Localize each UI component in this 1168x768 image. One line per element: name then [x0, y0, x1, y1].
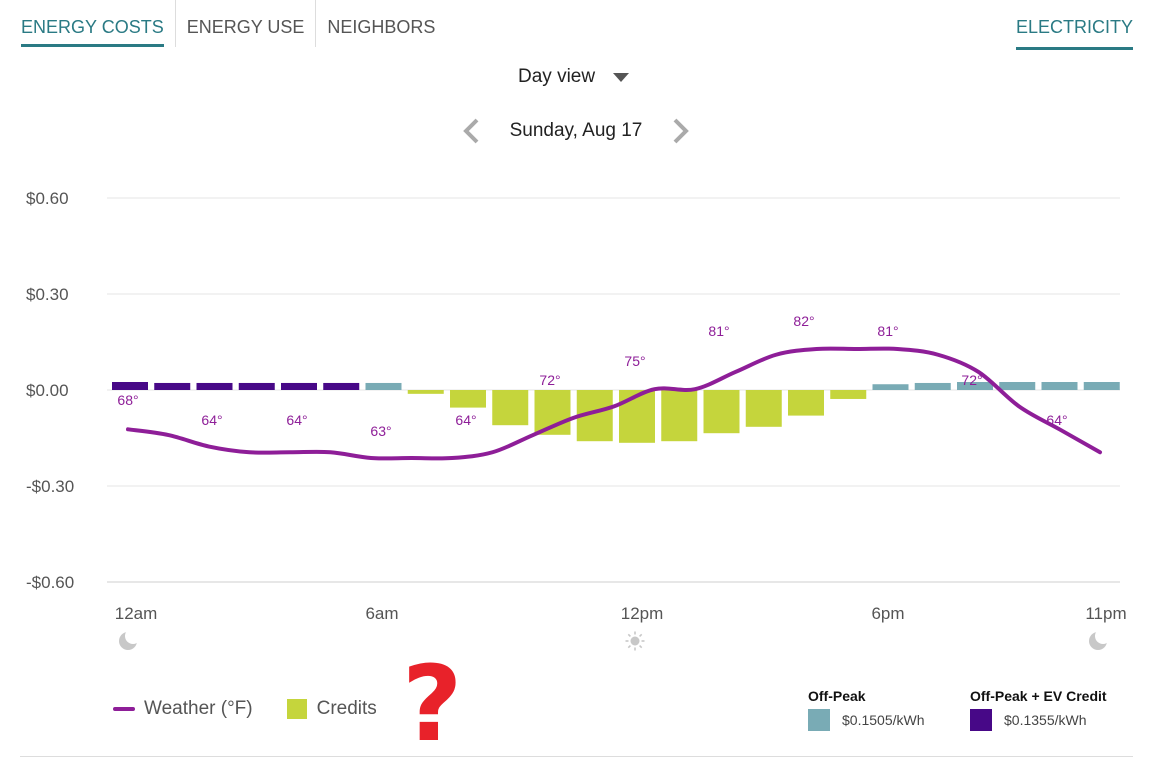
x-tick-label: 11pm [1085, 604, 1126, 623]
bar-hour-7 [407, 390, 444, 394]
bottom-divider [20, 756, 1133, 757]
x-tick-label: 12pm [621, 604, 664, 623]
temperature-label: 81° [708, 323, 729, 339]
bar-hour-19 [914, 382, 951, 390]
bar-hour-2 [196, 382, 233, 390]
temperature-label: 81° [877, 323, 898, 339]
bar-hour-5 [323, 382, 360, 390]
x-tick-label: 12am [115, 604, 158, 623]
bar-hour-18 [872, 384, 909, 390]
rate-ev-credit-swatch [970, 709, 992, 731]
x-tick-label: 6am [365, 604, 398, 623]
temperature-label: 68° [117, 392, 138, 408]
bar-hour-21 [999, 382, 1036, 390]
y-tick-label: $0.30 [26, 285, 69, 304]
bar-hour-0 [112, 382, 148, 390]
temperature-label: 75° [624, 353, 645, 369]
temperature-label: 64° [1046, 412, 1067, 428]
legend-credits: Credits [286, 698, 377, 720]
question-mark-annotation: ? [402, 643, 463, 765]
bar-hour-13 [661, 390, 698, 442]
legend-credits-label: Credits [316, 698, 377, 719]
rate-off-peak-swatch [808, 709, 830, 731]
bar-hour-3 [238, 382, 275, 390]
credits-swatch [286, 699, 307, 719]
y-tick-label: -$0.60 [26, 573, 74, 592]
bar-hour-23 [1083, 382, 1120, 390]
bar-hour-8 [450, 390, 486, 408]
view-select-dropdown[interactable]: Day view [518, 66, 630, 88]
bar-hour-17 [830, 390, 867, 399]
chevron-right-icon [673, 118, 689, 144]
bar-hour-6 [365, 382, 402, 390]
temperature-label: 72° [539, 372, 560, 388]
energy-cost-chart: $0.60 $0.30 $0.00 -$0.30 -$0.60 68° 64° 64° 63° 6… [26, 189, 1127, 651]
tab-energy-use[interactable]: ENERGY USE [174, 0, 316, 47]
rate-ev-credit: Off-Peak + EV Credit $0.1355/kWh [970, 688, 1107, 731]
previous-day-button[interactable] [460, 118, 484, 144]
rate-off-peak-value: $0.1505/kWh [842, 712, 925, 728]
temperature-label: 63° [370, 423, 391, 439]
tab-energy-costs[interactable]: ENERGY COSTS [20, 0, 175, 47]
rate-off-peak-title: Off-Peak [808, 688, 866, 704]
legend-weather-label: Weather (°F) [144, 698, 253, 719]
sun-icon [625, 631, 645, 651]
rate-ev-credit-value: $0.1355/kWh [1004, 712, 1087, 728]
y-tick-label: $0.00 [26, 381, 69, 400]
bar-hour-1 [154, 382, 191, 390]
temperature-label: 82° [793, 313, 814, 329]
moon-icon [119, 628, 141, 650]
tab-neighbors[interactable]: NEIGHBORS [315, 0, 446, 47]
y-tick-label: -$0.30 [26, 477, 74, 496]
weather-line [126, 346, 1102, 461]
bar-hour-16 [788, 390, 824, 416]
chevron-left-icon [463, 118, 479, 144]
next-day-button[interactable] [668, 118, 692, 144]
bar-hour-4 [281, 382, 317, 390]
bar-hour-12 [619, 390, 655, 443]
moon-icon [1089, 628, 1111, 650]
temperature-label: 72° [961, 372, 982, 388]
temperature-label: 64° [201, 412, 222, 428]
legend-weather: Weather (°F) [113, 698, 253, 720]
bar-hour-22 [1041, 382, 1078, 390]
tab-electricity[interactable]: ELECTRICITY [1015, 17, 1133, 50]
chart-legend: Weather (°F) Credits [113, 698, 411, 720]
rate-ev-credit-title: Off-Peak + EV Credit [970, 688, 1107, 704]
view-select-label: Day view [518, 66, 596, 87]
bar-hour-20 [957, 382, 993, 390]
bar-hour-15 [745, 390, 782, 427]
date-navigator: Sunday, Aug 17 [460, 116, 692, 146]
x-tick-label: 6pm [871, 604, 904, 623]
date-label: Sunday, Aug 17 [509, 120, 643, 141]
y-tick-label: $0.60 [26, 189, 69, 208]
temperature-label: 64° [286, 412, 307, 428]
bar-hour-9 [492, 390, 529, 426]
temperature-label: 64° [455, 412, 476, 428]
bar-hour-14 [703, 390, 740, 434]
tab-bar: ENERGY COSTS ENERGY USE NEIGHBORS [20, 0, 446, 48]
weather-line-swatch [113, 707, 135, 711]
chevron-down-icon [613, 72, 630, 82]
rate-off-peak: Off-Peak $0.1505/kWh [808, 688, 925, 731]
